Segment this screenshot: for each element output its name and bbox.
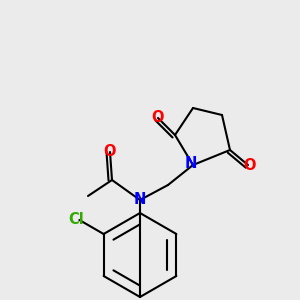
Text: N: N [185,157,197,172]
Text: N: N [134,191,146,206]
Text: O: O [103,143,115,158]
Text: Cl: Cl [68,212,84,227]
Text: O: O [151,110,163,125]
Text: O: O [244,158,256,172]
